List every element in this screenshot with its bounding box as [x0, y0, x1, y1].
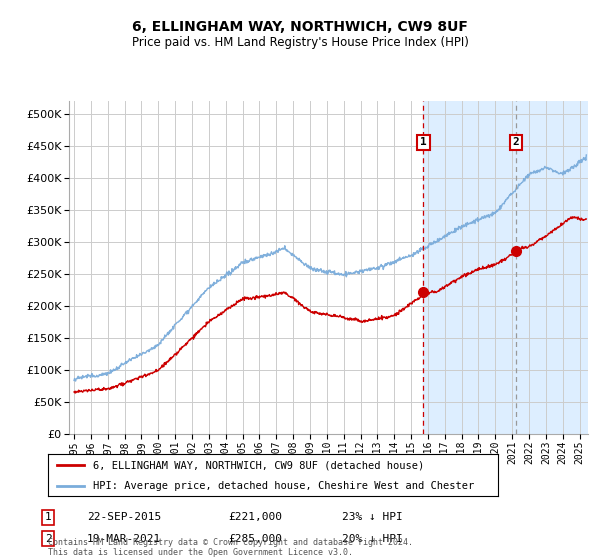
Text: £221,000: £221,000 — [228, 512, 282, 522]
Text: 6, ELLINGHAM WAY, NORTHWICH, CW9 8UF (detached house): 6, ELLINGHAM WAY, NORTHWICH, CW9 8UF (de… — [93, 460, 424, 470]
Text: 20% ↓ HPI: 20% ↓ HPI — [342, 534, 403, 544]
Text: 2: 2 — [44, 534, 52, 544]
Text: 23% ↓ HPI: 23% ↓ HPI — [342, 512, 403, 522]
Text: 1: 1 — [44, 512, 52, 522]
Text: Contains HM Land Registry data © Crown copyright and database right 2024.
This d: Contains HM Land Registry data © Crown c… — [48, 538, 413, 557]
Text: HPI: Average price, detached house, Cheshire West and Chester: HPI: Average price, detached house, Ches… — [93, 482, 474, 491]
Bar — [424, 101, 600, 434]
Text: 19-MAR-2021: 19-MAR-2021 — [87, 534, 161, 544]
Text: Price paid vs. HM Land Registry's House Price Index (HPI): Price paid vs. HM Land Registry's House … — [131, 36, 469, 49]
Text: 22-SEP-2015: 22-SEP-2015 — [87, 512, 161, 522]
Text: 6, ELLINGHAM WAY, NORTHWICH, CW9 8UF: 6, ELLINGHAM WAY, NORTHWICH, CW9 8UF — [132, 20, 468, 34]
Text: 2: 2 — [512, 137, 519, 147]
Text: £285,000: £285,000 — [228, 534, 282, 544]
Text: 1: 1 — [420, 137, 427, 147]
